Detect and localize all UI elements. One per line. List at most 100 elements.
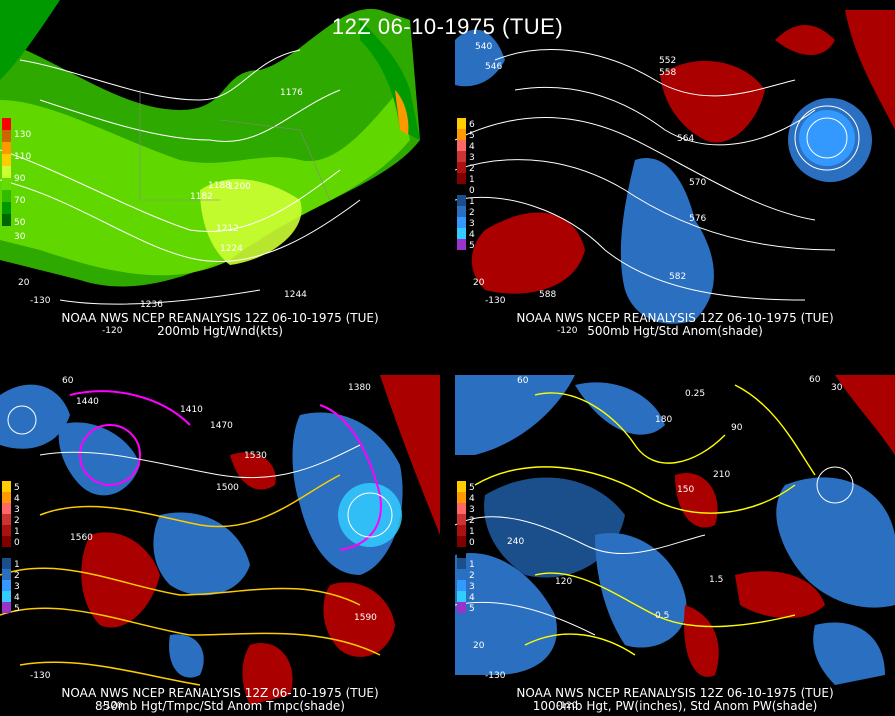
contour-label: 90 <box>731 423 743 433</box>
legend-label: 90 <box>14 174 26 184</box>
legend-label: 50 <box>14 218 26 228</box>
lon-label: -120 <box>102 326 123 336</box>
legend-label: 0 <box>469 538 475 548</box>
contour-label: 564 <box>677 134 695 144</box>
legend-label: 4 <box>469 593 475 603</box>
contour-label: 1244 <box>284 290 307 300</box>
contour-label: 1212 <box>216 224 239 234</box>
legend-label: 2 <box>469 571 475 581</box>
contour-label: 1500 <box>216 483 239 493</box>
legend-label: 3 <box>14 505 20 515</box>
legend-label: 5 <box>14 483 20 493</box>
lat-label: 20 <box>18 278 30 288</box>
lon-label: -130 <box>485 671 506 681</box>
lat-label: 60 <box>62 376 74 386</box>
legend-label: 30 <box>14 232 26 242</box>
legend-850mb <box>2 481 11 613</box>
legend-label: 4 <box>469 230 475 240</box>
map-500mb <box>455 10 895 324</box>
panel-field: 1000mb Hgt, PW(inches), Std Anom PW(shad… <box>532 699 818 713</box>
panel-500mb: 6 5 4 3 2 1 0 1 2 3 4 5 540 546 552 558 … <box>455 0 895 341</box>
legend-1000mb <box>457 481 466 613</box>
legend-200mb <box>2 118 11 226</box>
lon-label: -120 <box>557 326 578 336</box>
panel-source: NOAA NWS NCEP REANALYSIS 12Z 06-10-1975 … <box>61 686 379 700</box>
contour-label: 1176 <box>280 88 303 98</box>
panel-200mb: 130 110 90 70 50 30 1176 1182 1188 1200 … <box>0 0 440 341</box>
contour-label: 150 <box>677 485 695 495</box>
legend-label: 4 <box>14 593 20 603</box>
contour-label: 1224 <box>220 244 243 254</box>
contour-label: 546 <box>485 62 503 72</box>
contour-label: 1410 <box>180 405 203 415</box>
lat-label: 20 <box>473 641 485 651</box>
contour-label: 570 <box>689 178 707 188</box>
contour-label: 120 <box>555 577 573 587</box>
legend-label: 2 <box>469 208 475 218</box>
contour-label: 1590 <box>354 613 377 623</box>
legend-label: 1 <box>14 527 20 537</box>
legend-label: 5 <box>469 241 475 251</box>
legend-label: 1 <box>14 560 20 570</box>
lon-label: -120 <box>557 701 578 711</box>
legend-label: 110 <box>14 152 32 162</box>
contour-label: 552 <box>659 56 677 66</box>
lon-label: -130 <box>485 296 506 306</box>
contour-label: 588 <box>539 290 557 300</box>
contour-label: 558 <box>659 68 677 78</box>
lon-label: -120 <box>102 701 123 711</box>
map-1000mb <box>455 375 895 685</box>
panel-1000mb: 5 4 3 2 1 0 1 2 3 4 5 0.25 0.5 1.5 30 60… <box>455 375 895 716</box>
contour-label: 0.25 <box>685 389 706 399</box>
legend-label: 3 <box>469 219 475 229</box>
contour-label: 1440 <box>76 397 99 407</box>
legend-500mb <box>457 118 466 250</box>
legend-label: 5 <box>469 604 475 614</box>
legend-label: 2 <box>469 516 475 526</box>
legend-label: 5 <box>469 483 475 493</box>
contour-label: 180 <box>655 415 673 425</box>
contour-label: 540 <box>475 42 493 52</box>
legend-label: 0 <box>14 538 20 548</box>
contour-label: 1380 <box>348 383 371 393</box>
legend-label: 6 <box>469 120 475 130</box>
legend-label: 3 <box>469 153 475 163</box>
panel-field: 850mb Hgt/Tmpc/Std Anom Tmpc(shade) <box>95 699 345 713</box>
contour-label: 0.5 <box>655 611 670 621</box>
contour-label: 1236 <box>140 300 163 310</box>
legend-label: 70 <box>14 196 26 206</box>
legend-label: 0 <box>469 186 475 196</box>
map-200mb <box>0 0 420 305</box>
panel-field: 200mb Hgt/Wnd(kts) <box>157 324 283 338</box>
contour-label: 1560 <box>70 533 93 543</box>
legend-label: 3 <box>469 505 475 515</box>
contour-label: 1182 <box>190 192 213 202</box>
panel-source: NOAA NWS NCEP REANALYSIS 12Z 06-10-1975 … <box>516 311 834 325</box>
legend-label: 2 <box>469 164 475 174</box>
lon-label: -130 <box>30 671 51 681</box>
legend-label: 5 <box>469 131 475 141</box>
panel-field: 500mb Hgt/Std Anom(shade) <box>587 324 763 338</box>
lat-label: 20 <box>473 278 485 288</box>
contour-label: 576 <box>689 214 707 224</box>
legend-label: 4 <box>469 142 475 152</box>
map-850mb <box>0 375 440 705</box>
legend-label: 4 <box>469 494 475 504</box>
main-title: 12Z 06-10-1975 (TUE) <box>331 14 564 39</box>
contour-label: 1470 <box>210 421 233 431</box>
legend-label: 5 <box>14 604 20 614</box>
contour-label: 30 <box>831 383 843 393</box>
contour-label: 1530 <box>244 451 267 461</box>
legend-label: 2 <box>14 571 20 581</box>
contour-label: 60 <box>809 375 821 385</box>
legend-label: 3 <box>14 582 20 592</box>
contour-label: 210 <box>713 470 731 480</box>
contour-label: 1200 <box>228 182 251 192</box>
legend-label: 3 <box>469 582 475 592</box>
legend-label: 1 <box>469 527 475 537</box>
legend-label: 2 <box>14 516 20 526</box>
legend-label: 4 <box>14 494 20 504</box>
lon-label: -130 <box>30 296 51 306</box>
legend-label: 1 <box>469 197 475 207</box>
contour-label: 582 <box>669 272 687 282</box>
